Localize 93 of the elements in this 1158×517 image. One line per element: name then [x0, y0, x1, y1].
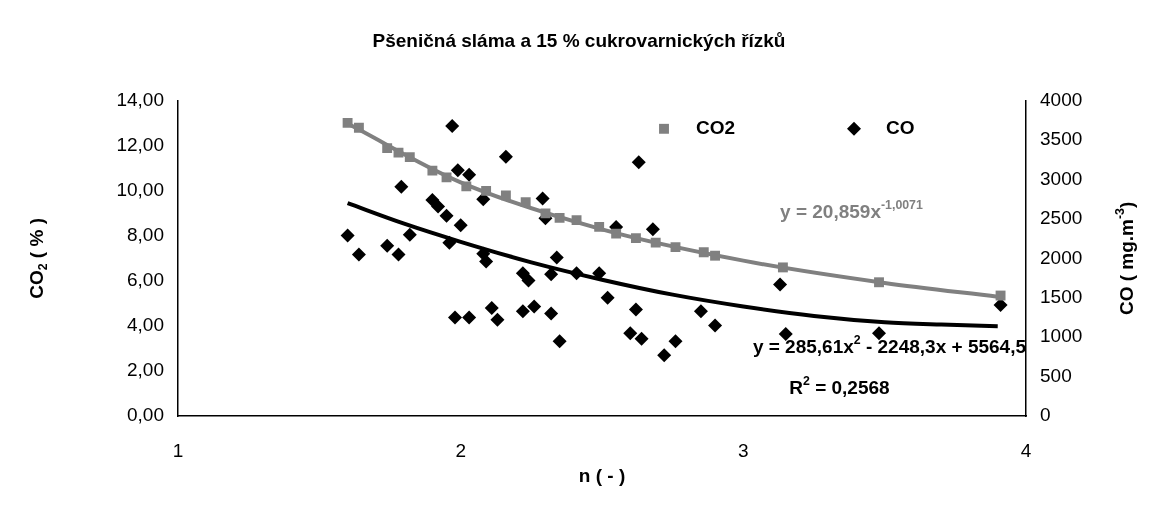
point: [657, 348, 672, 363]
point: [778, 327, 793, 342]
point: [462, 310, 477, 325]
point: [340, 228, 355, 243]
point: [540, 208, 551, 219]
point: [527, 299, 542, 314]
point: [569, 266, 584, 281]
point: [481, 185, 492, 196]
point: [461, 181, 472, 192]
point: [594, 221, 605, 232]
point: [439, 208, 454, 223]
point: [402, 227, 417, 242]
y2-tick-label: 4000: [1040, 89, 1083, 111]
y-tick-label: 14,00: [116, 89, 164, 111]
y2-tick-label: 0: [1040, 404, 1051, 426]
legend-label: CO2: [696, 117, 736, 139]
point: [490, 312, 505, 327]
y2-tick-label: 3500: [1040, 128, 1083, 150]
point: [634, 331, 649, 346]
y-tick-label: 12,00: [116, 134, 164, 156]
point: [441, 172, 452, 183]
point: [645, 222, 660, 237]
point: [453, 218, 468, 233]
point: [442, 235, 457, 250]
y2-tick-label: 1500: [1040, 286, 1083, 308]
point: [448, 310, 463, 325]
x-tick-label: 3: [738, 439, 749, 461]
point: [445, 119, 460, 134]
point: [710, 250, 721, 261]
chart-title: Pšeničná sláma a 15 % cukrovarnických řízků: [372, 29, 786, 51]
point: [693, 304, 708, 319]
x-tick-label: 2: [455, 439, 466, 461]
point: [351, 247, 366, 262]
point: [391, 247, 406, 262]
y-tick-label: 8,00: [127, 224, 164, 246]
point: [393, 147, 404, 158]
point: [515, 304, 530, 319]
x-tick-label: 4: [1020, 439, 1032, 461]
point: [427, 165, 438, 176]
point: [382, 143, 393, 154]
y2-tick-label: 1000: [1040, 325, 1083, 347]
y2-tick-label: 3000: [1040, 167, 1083, 189]
x-tick-label: 1: [172, 439, 184, 461]
point: [404, 152, 415, 163]
point: [611, 228, 622, 239]
y-axis-title: CO2 ( % ): [26, 218, 51, 299]
point: [571, 215, 582, 226]
point: [544, 306, 559, 321]
point: [708, 318, 723, 333]
point: [630, 233, 641, 244]
point: [628, 302, 643, 317]
point: [479, 254, 494, 269]
point: [431, 199, 446, 214]
y2-tick-label: 2000: [1040, 246, 1083, 268]
point: [450, 163, 465, 178]
y2-tick-label: 2500: [1040, 207, 1083, 229]
point: [668, 334, 683, 349]
y-tick-label: 10,00: [116, 179, 164, 201]
line-series: [345, 201, 1000, 329]
y-tick-label: 6,00: [127, 269, 164, 291]
point: [520, 197, 531, 208]
legend-label: CO: [886, 117, 915, 139]
point: [544, 267, 559, 282]
point: [872, 326, 887, 341]
point: [995, 290, 1006, 301]
point: [554, 212, 565, 223]
y2-axis-title: CO ( mg.m-3): [1112, 201, 1138, 316]
point: [552, 334, 567, 349]
point: [631, 155, 646, 170]
y-tick-label: 2,00: [127, 359, 164, 381]
y-tick-label: 4,00: [127, 314, 164, 336]
point: [500, 190, 511, 201]
point: [698, 247, 709, 258]
point: [394, 179, 409, 194]
point: [380, 238, 395, 253]
point: [535, 191, 550, 206]
point: [670, 242, 681, 253]
point: [498, 149, 513, 164]
point: [353, 122, 364, 133]
y-tick-label: 0,00: [127, 404, 164, 426]
x-axis-title: n ( - ): [578, 464, 626, 486]
point: [549, 250, 564, 265]
point: [773, 277, 788, 292]
y2-tick-label: 500: [1040, 364, 1072, 386]
point: [650, 237, 661, 248]
point: [777, 262, 788, 273]
point: [484, 301, 499, 316]
point: [600, 290, 615, 305]
point: [874, 277, 884, 288]
point: [521, 273, 536, 288]
point: [623, 326, 638, 341]
point: [342, 117, 353, 128]
point: [462, 167, 477, 182]
